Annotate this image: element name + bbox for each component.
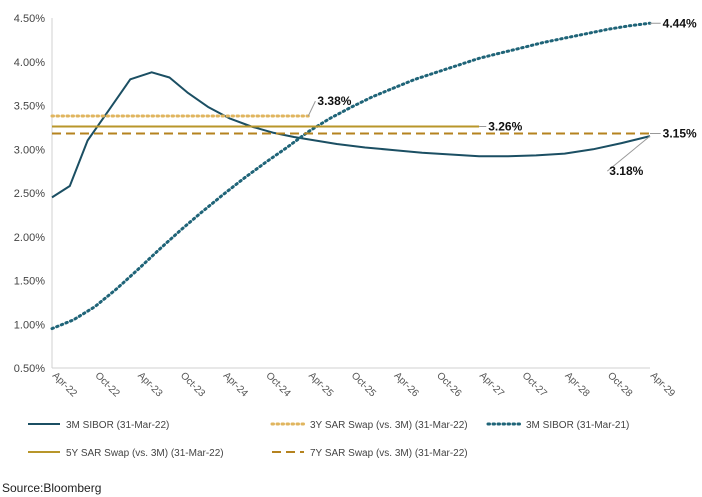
x-tick-label: Apr-25 [306, 370, 335, 399]
x-tick-label: Oct-28 [605, 370, 634, 399]
x-tick-label: Oct-24 [263, 370, 292, 399]
annotation-label: 3.26% [488, 120, 522, 134]
x-tick-label: Apr-29 [648, 370, 677, 399]
annotation-label: 4.44% [663, 16, 697, 30]
x-tick-label: Apr-26 [392, 370, 421, 399]
legend-label: 3M SIBOR (31-Mar-22) [66, 420, 169, 431]
legend-label: 3M SIBOR (31-Mar-21) [526, 420, 629, 431]
y-tick-label: 4.00% [14, 57, 45, 69]
x-tick-label: Oct-26 [434, 370, 463, 399]
y-tick-label: 2.50% [14, 188, 45, 200]
y-tick-label: 1.00% [14, 319, 45, 331]
x-tick-label: Oct-25 [349, 370, 378, 399]
annotation-leader [307, 100, 316, 117]
legend-label: 7Y SAR Swap (vs. 3M) (31-Mar-22) [310, 448, 468, 459]
annotations: 3.38% 3.26% 4.44% 3.15% 3.18% [307, 16, 697, 178]
x-tick-label: Apr-27 [477, 370, 506, 399]
series-lines [50, 21, 652, 331]
x-tick-label: Oct-27 [520, 370, 549, 399]
x-tick-label: Oct-23 [178, 370, 207, 399]
x-tick-label: Apr-24 [221, 370, 250, 399]
y-tick-label: 4.50% [14, 13, 45, 25]
x-tick-labels: Apr-22 Oct-22 Apr-23 Oct-23 Apr-24 Oct-24 Apr-… [50, 370, 677, 399]
y-tick-label: 1.50% [14, 276, 45, 288]
y-tick-labels: 0.50% 1.00% 1.50% 2.00% 2.50% 3.00% 3.50% 4.00%… [14, 13, 45, 375]
annotation-label: 3.18% [609, 164, 643, 178]
series-line [50, 21, 652, 331]
y-tick-label: 2.00% [14, 232, 45, 244]
legend: 3M SIBOR (31-Mar-22) 3Y SAR Swap (vs. 3M)… [28, 420, 629, 459]
source-note: Source:Bloomberg [2, 481, 102, 495]
y-tick-label: 0.50% [14, 363, 45, 375]
x-tick-label: Oct-22 [93, 370, 122, 399]
y-tick-label: 3.50% [14, 101, 45, 113]
chart: 0.50% 1.00% 1.50% 2.00% 2.50% 3.00% 3.50% 4.00%… [14, 13, 697, 459]
x-tick-label: Apr-22 [50, 370, 79, 399]
annotation-leader [606, 135, 651, 172]
series-line [51, 71, 651, 199]
x-tick-label: Apr-23 [135, 370, 164, 399]
annotation-label: 3.38% [317, 94, 351, 108]
legend-label: 3Y SAR Swap (vs. 3M) (31-Mar-22) [310, 420, 468, 431]
y-tick-label: 3.00% [14, 144, 45, 156]
annotation-label: 3.15% [663, 127, 697, 141]
x-tick-label: Apr-28 [562, 370, 591, 399]
legend-label: 5Y SAR Swap (vs. 3M) (31-Mar-22) [66, 448, 224, 459]
